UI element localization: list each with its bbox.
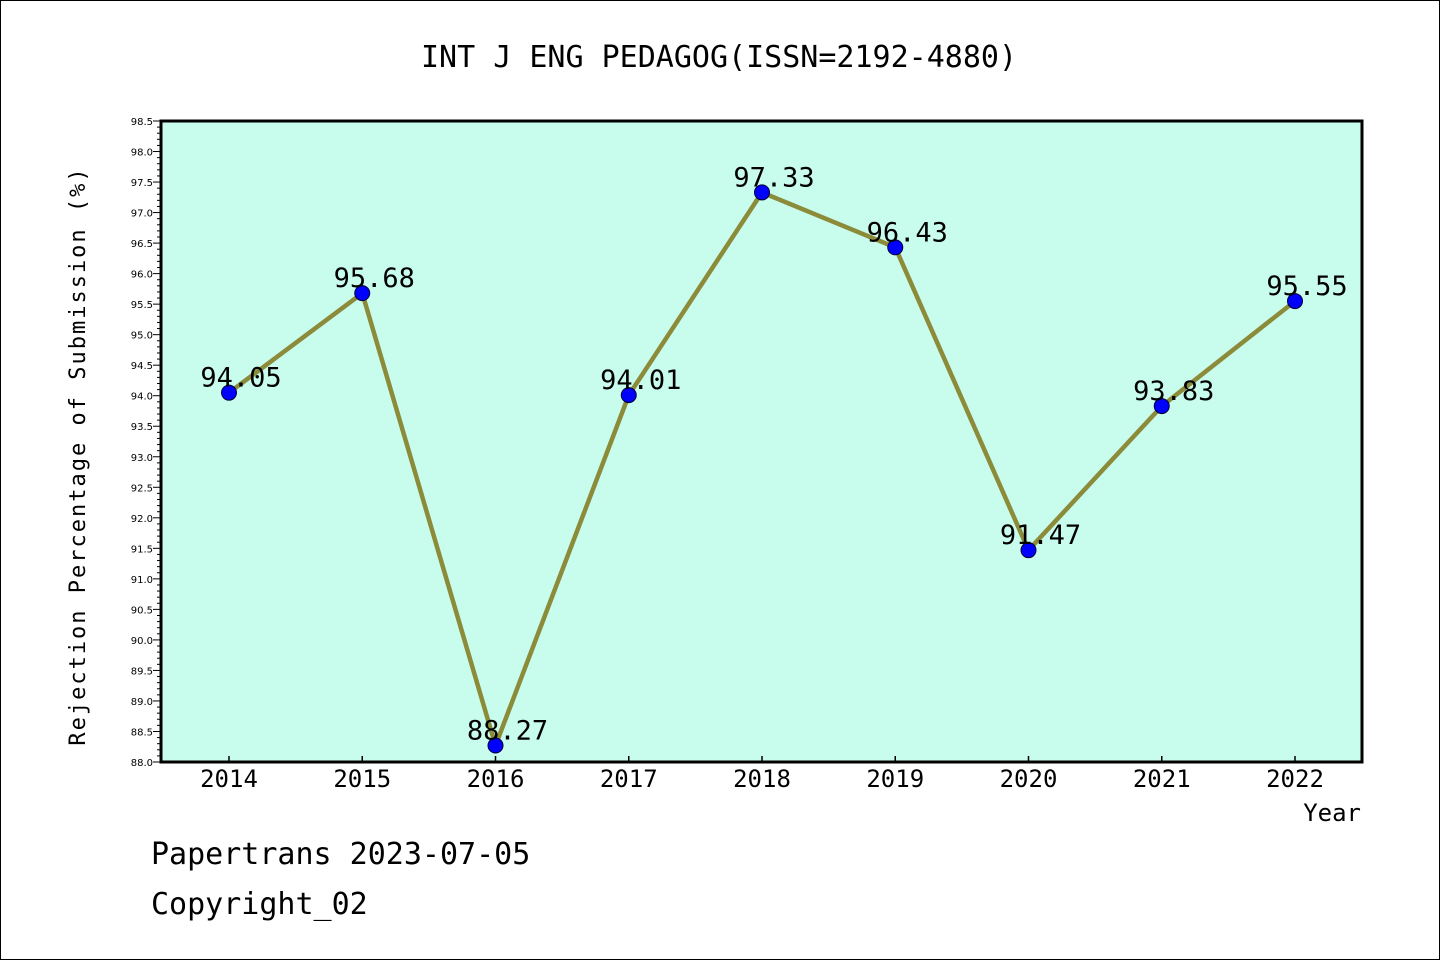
chart-title: INT J ENG PEDAGOG(ISSN=2192-4880) [421, 40, 1017, 75]
data-point [887, 239, 904, 256]
y-tick-label: 95.5 [131, 300, 153, 311]
x-tick-label: 2020 [1000, 765, 1058, 793]
footer-date: Papertrans 2023-07-05 [151, 837, 530, 872]
x-tick-label: 2021 [1133, 765, 1191, 793]
y-tick-label: 96.0 [131, 270, 153, 281]
plot-area [161, 121, 1362, 762]
data-label: 91.47 [1000, 520, 1081, 551]
x-tick-label: 2017 [600, 765, 658, 793]
data-labels-layer: 94.05 95.68 88.27 94.01 97.33 96.43 91.47 93.83… [200, 162, 1347, 746]
y-tick-label: 97.0 [131, 209, 153, 220]
y-tick-label: 89.0 [131, 697, 153, 708]
y-tick-label: 90.0 [131, 636, 153, 647]
y-tick-label: 98.5 [131, 117, 153, 128]
data-label: 94.05 [200, 363, 281, 394]
x-axis-ticks: 2014 2015 2016 2017 2018 2019 2020 2021 2022 [200, 756, 1324, 793]
footer-copyright: Copyright_02 [151, 887, 368, 922]
y-tick-label: 93.0 [131, 453, 153, 464]
y-tick-label: 91.5 [131, 544, 153, 555]
data-point [1153, 398, 1170, 415]
y-tick-label: 94.0 [131, 392, 153, 403]
x-tick-label: 2015 [333, 765, 391, 793]
y-tick-label: 88.0 [131, 758, 153, 769]
y-tick-label: 89.5 [131, 666, 153, 677]
data-point [620, 387, 637, 404]
x-tick-label: 2016 [467, 765, 525, 793]
y-tick-label: 91.0 [131, 575, 153, 586]
data-label: 93.83 [1133, 376, 1214, 407]
data-point [754, 184, 770, 201]
data-point [1287, 293, 1303, 310]
y-axis-label: Rejection Percentage of Submission (%) [66, 166, 91, 745]
x-tick-label: 2018 [733, 765, 791, 793]
data-point [487, 737, 504, 754]
y-tick-label: 92.0 [131, 514, 153, 525]
data-label: 97.33 [733, 162, 814, 193]
data-label: 95.68 [334, 263, 415, 294]
data-label: 88.27 [467, 716, 548, 747]
plot-border [159, 119, 1364, 764]
data-point [1020, 542, 1037, 559]
y-tick-label: 96.5 [131, 239, 153, 250]
y-tick-label: 92.5 [131, 483, 153, 494]
data-label: 96.43 [867, 217, 948, 248]
y-tick-label: 95.0 [131, 331, 153, 342]
y-axis-ticks: 88.0 88.5 89.0 89.5 90.0 90.5 91.0 91.5 92.0 92.5… [131, 117, 161, 769]
y-tick-label: 88.5 [131, 727, 153, 738]
data-label: 95.55 [1266, 271, 1347, 302]
data-point [221, 384, 237, 401]
x-tick-label: 2014 [200, 765, 258, 793]
y-tick-label: 90.5 [131, 605, 153, 616]
data-point [354, 285, 371, 302]
y-tick-label: 98.0 [131, 148, 153, 159]
y-tick-label: 97.5 [131, 178, 153, 189]
series-layer [221, 184, 1303, 754]
y-tick-label: 94.5 [131, 361, 153, 372]
x-tick-label: 2019 [866, 765, 924, 793]
y-tick-label: 93.5 [131, 422, 153, 433]
x-axis-label: Year [1303, 799, 1361, 827]
data-label: 94.01 [600, 365, 681, 396]
x-tick-label: 2022 [1266, 765, 1324, 793]
